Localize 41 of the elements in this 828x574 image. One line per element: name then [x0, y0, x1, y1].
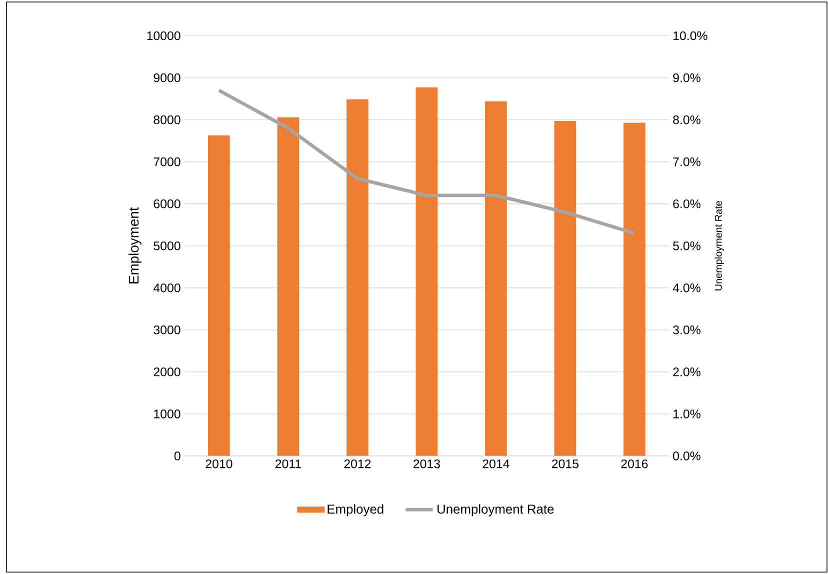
- bar: [554, 120, 576, 456]
- bar: [277, 117, 300, 456]
- y2-tick-label: 8.0%: [673, 115, 700, 124]
- x-tick-label: 2011: [275, 459, 301, 468]
- x-tick-label: 2014: [482, 459, 510, 468]
- x-tick-label: 2013: [414, 459, 440, 468]
- y2-tick-label: 2.0%: [673, 367, 700, 376]
- y-tick-label: 0: [174, 451, 180, 460]
- y-tick-label: 9000: [154, 73, 180, 82]
- x-tick-label: 2012: [344, 459, 371, 468]
- y2-tick-label: 1.0%: [674, 409, 700, 418]
- y2-tick-label: 4.0%: [672, 283, 700, 292]
- y-tick-label: 5000: [154, 241, 180, 250]
- y2-tick-label: 7.0%: [673, 157, 700, 166]
- y2-tick-label: 0.0%: [673, 451, 700, 460]
- x-tick-label: 2016: [621, 459, 648, 468]
- y-tick-label: 7000: [154, 157, 180, 166]
- x-tick-label: 2010: [206, 459, 232, 468]
- y-axis-title: Employment: [128, 207, 142, 284]
- y2-tick-label: 5.0%: [673, 241, 700, 250]
- y-tick-label: 10000: [147, 31, 180, 40]
- bar: [416, 87, 438, 456]
- y-tick-label: 6000: [154, 199, 180, 208]
- bar: [346, 99, 368, 456]
- x-tick-label: 2015: [552, 459, 578, 468]
- y-tick-label: 4000: [153, 283, 180, 292]
- legend-label: Unemployment Rate: [438, 504, 554, 516]
- y-tick-label: 8000: [154, 115, 180, 124]
- y2-tick-label: 10.0%: [674, 31, 708, 40]
- y-tick-label: 1000: [154, 409, 180, 418]
- y-tick-label: 3000: [154, 325, 180, 334]
- y2-tick-label: 6.0%: [673, 199, 700, 208]
- line-series: [217, 88, 636, 235]
- legend-label: Employed: [328, 504, 384, 516]
- bar: [485, 101, 507, 456]
- y2-axis-title: Unemployment Rate: [714, 200, 724, 290]
- y2-tick-label: 9.0%: [673, 73, 700, 82]
- bar: [624, 122, 646, 456]
- bar: [208, 135, 230, 456]
- y-tick-label: 2000: [154, 367, 180, 376]
- y2-tick-label: 3.0%: [673, 325, 700, 334]
